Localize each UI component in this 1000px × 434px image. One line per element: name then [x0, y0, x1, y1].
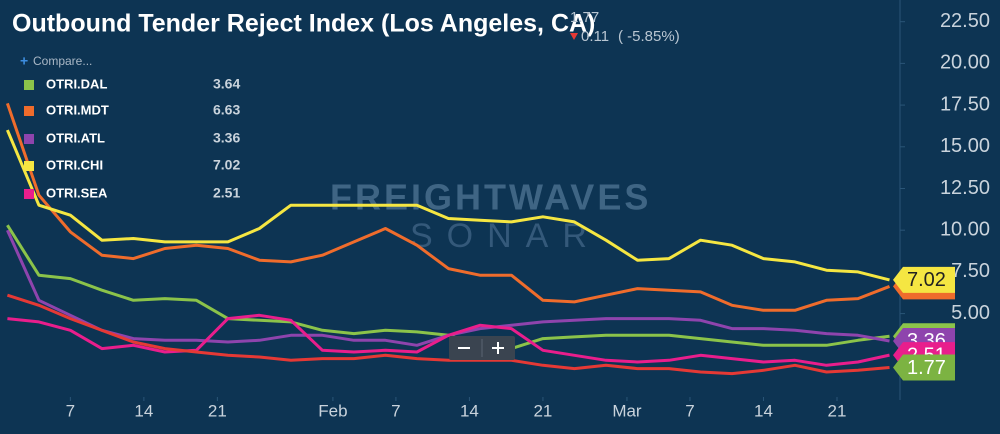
latest-value: 1.77	[570, 9, 599, 26]
legend-label: OTRI.MDT	[46, 102, 109, 117]
series-line	[6, 293, 890, 376]
y-tick-label: 12.50	[940, 177, 990, 199]
legend-swatch	[24, 161, 34, 171]
chart-title: Outbound Tender Reject Index (Los Angele…	[12, 10, 595, 38]
watermark: SONAR	[410, 217, 601, 255]
compare-button[interactable]: Compare...	[33, 54, 92, 68]
x-tick-label: 7	[66, 401, 75, 420]
x-tick-label: 14	[134, 401, 153, 420]
legend-value: 7.02	[213, 157, 240, 173]
legend-value: 3.36	[213, 130, 240, 146]
value-badge-label: 7.02	[907, 269, 946, 291]
legend-label: OTRI.ATL	[46, 130, 105, 145]
legend-label: OTRI.DAL	[46, 76, 107, 91]
watermark: FREIGHTWAVES	[330, 177, 651, 218]
legend-swatch	[24, 80, 34, 90]
legend-value: 3.64	[213, 76, 240, 92]
x-tick-label: Feb	[318, 401, 347, 420]
plot-area	[5, 102, 891, 376]
x-tick-label: 14	[754, 401, 773, 420]
x-tick-label: 21	[533, 401, 552, 420]
legend-label: OTRI.SEA	[46, 185, 108, 200]
compare-plus[interactable]: +	[20, 53, 28, 69]
legend-value: 2.51	[213, 185, 240, 201]
value-badge	[893, 266, 955, 293]
y-tick-label: 10.00	[940, 218, 990, 240]
latest-change-percent: ( -5.85%)	[618, 28, 680, 45]
value-badge-label: 1.77	[907, 357, 946, 379]
zoom-control	[449, 336, 515, 360]
legend-swatch	[24, 134, 34, 144]
x-tick-label: 14	[460, 401, 479, 420]
y-tick-label: 15.00	[940, 135, 990, 157]
x-tick-label: Mar	[612, 401, 642, 420]
series-line	[5, 102, 891, 312]
legend-value: 6.63	[213, 102, 240, 118]
legend-swatch	[24, 189, 34, 199]
y-tick-label: 22.50	[940, 10, 990, 32]
series-line	[6, 129, 890, 282]
x-tick-label: 21	[828, 401, 847, 420]
latest-change: 0.11	[581, 28, 609, 45]
x-tick-label: 7	[391, 401, 400, 420]
x-tick-label: 21	[208, 401, 227, 420]
legend-swatch	[24, 106, 34, 116]
series-line	[7, 313, 890, 367]
down-arrow	[570, 33, 578, 40]
x-tick-label: 7	[685, 401, 694, 420]
legend-label: OTRI.CHI	[46, 157, 103, 172]
value-badge	[893, 354, 955, 381]
y-tick-label: 17.50	[940, 93, 990, 115]
y-tick-label: 7.50	[951, 260, 990, 282]
y-tick-label: 5.00	[951, 302, 990, 324]
y-tick-label: 20.00	[940, 52, 990, 74]
